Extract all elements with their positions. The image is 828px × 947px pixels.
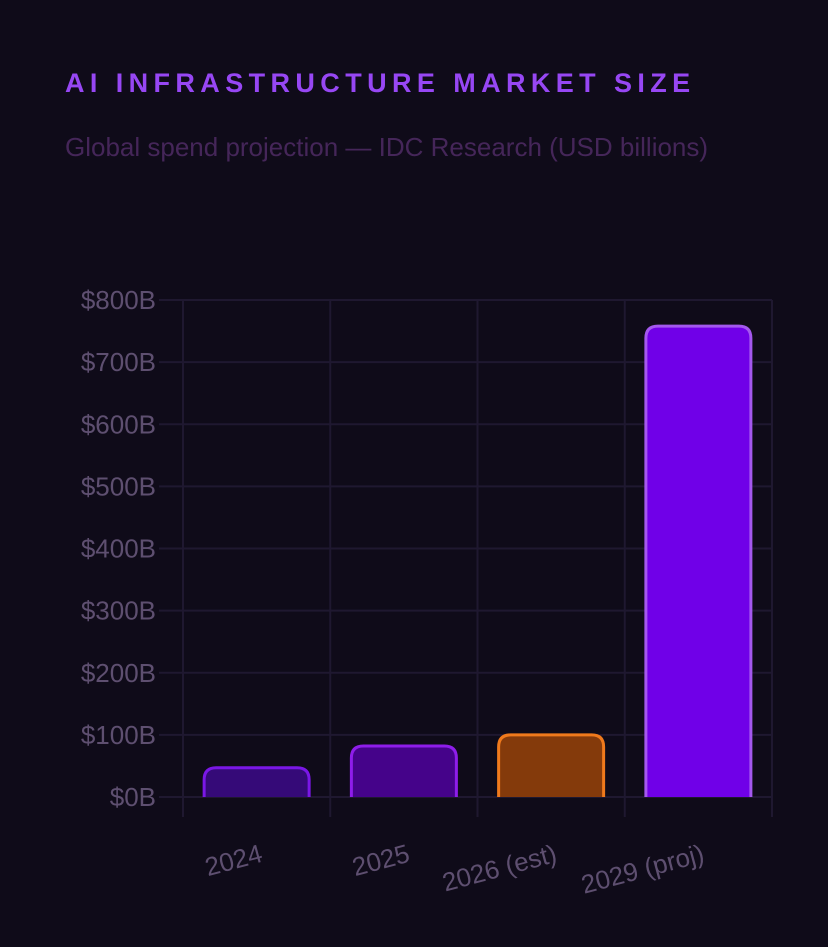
y-tick-label: $100B [81, 720, 156, 750]
x-tick-label: 2025 [349, 838, 413, 882]
chart-bars [202, 324, 753, 797]
chart-subtitle: Global spend projection — IDC Research (… [65, 132, 709, 162]
chart-title: AI INFRASTRUCTURE MARKET SIZE [65, 68, 696, 98]
x-axis-ticks: 2024 2025 2026 (est) 2029 (proj) [202, 838, 707, 900]
bar-2026-est [497, 733, 606, 797]
bar-2024 [202, 766, 311, 797]
y-tick-label: $400B [81, 534, 156, 564]
bar-2025 [349, 744, 458, 797]
x-tick-label: 2029 (proj) [578, 838, 707, 900]
y-tick-label: $700B [81, 347, 156, 377]
x-tick-label: 2024 [202, 838, 266, 882]
y-tick-label: $300B [81, 596, 156, 626]
x-tick-label: 2026 (est) [439, 838, 560, 897]
y-tick-label: $200B [81, 658, 156, 688]
y-tick-label: $0B [110, 782, 156, 812]
y-tick-label: $500B [81, 471, 156, 501]
y-tick-label: $800B [81, 285, 156, 315]
y-axis-ticks: $0B $100B $200B $300B $400B $500B $600B $700B $8… [81, 285, 156, 812]
bar-2029-proj [644, 324, 753, 797]
y-tick-label: $600B [81, 409, 156, 439]
